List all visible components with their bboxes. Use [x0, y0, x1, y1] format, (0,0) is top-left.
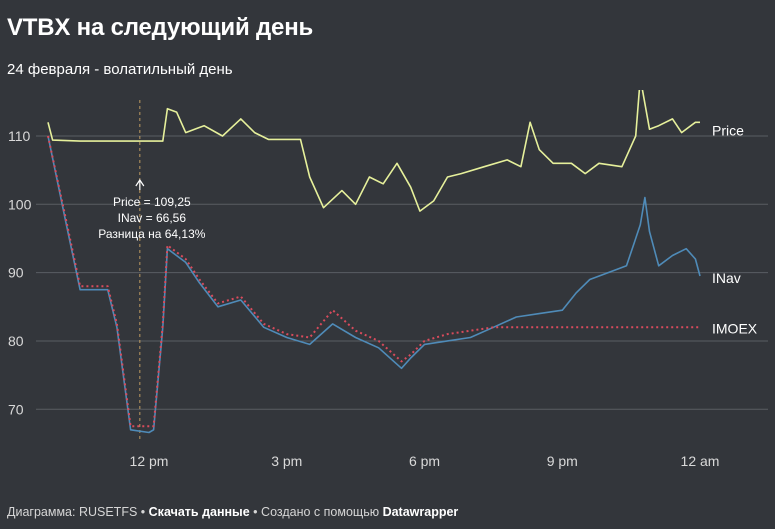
chart-title: VTBX на следующий день — [7, 14, 314, 41]
chart-footer: Диаграмма: RUSETFS • Скачать данные • Со… — [7, 505, 458, 519]
annotation-text: Price = 109,25 — [113, 195, 191, 209]
annotation-text: INav = 66,56 — [118, 211, 187, 225]
footer-separator: • — [253, 505, 258, 519]
x-tick-label: 12 pm — [130, 453, 169, 469]
datawrapper-link[interactable]: Datawrapper — [382, 505, 459, 519]
series-line-imoex — [47, 135, 700, 428]
y-axis-ticks: 70 80 90 100 110 — [8, 128, 32, 417]
y-tick-label: 70 — [8, 401, 24, 417]
annotation-text: Разница на 64,13% — [98, 227, 206, 241]
line-chart: 70 80 90 100 110 12 pm 3 pm 6 pm 9 pm 12 am Pric… — [8, 90, 768, 469]
chart-series — [47, 90, 701, 434]
series-label-inav: INav — [712, 270, 741, 286]
created-with-text: Создано с помощью — [261, 505, 380, 519]
x-tick-label: 3 pm — [271, 453, 302, 469]
y-tick-label: 80 — [8, 333, 24, 349]
annotation-marker — [135, 100, 145, 440]
series-labels: Price INav IMOEX — [712, 123, 758, 337]
source-credit: Диаграмма: RUSETFS — [7, 505, 138, 519]
series-label-imoex: IMOEX — [712, 321, 758, 337]
x-tick-label: 9 pm — [547, 453, 578, 469]
download-data-link[interactable]: Скачать данные — [148, 505, 250, 519]
series-line-inav — [47, 135, 701, 434]
x-tick-label: 6 pm — [409, 453, 440, 469]
chart-subtitle: 24 февраля - волатильный день — [7, 61, 233, 78]
footer-separator: • — [140, 505, 146, 519]
series-line-price — [47, 90, 700, 212]
series-label-price: Price — [712, 123, 744, 139]
y-tick-label: 110 — [8, 128, 31, 144]
y-tick-label: 90 — [8, 265, 24, 281]
x-axis-ticks: 12 pm 3 pm 6 pm 9 pm 12 am — [130, 453, 720, 469]
x-tick-label: 12 am — [681, 453, 720, 469]
annotation-callout: Price = 109,25 INav = 66,56 Разница на 64,… — [98, 195, 206, 241]
y-tick-label: 100 — [8, 196, 32, 212]
